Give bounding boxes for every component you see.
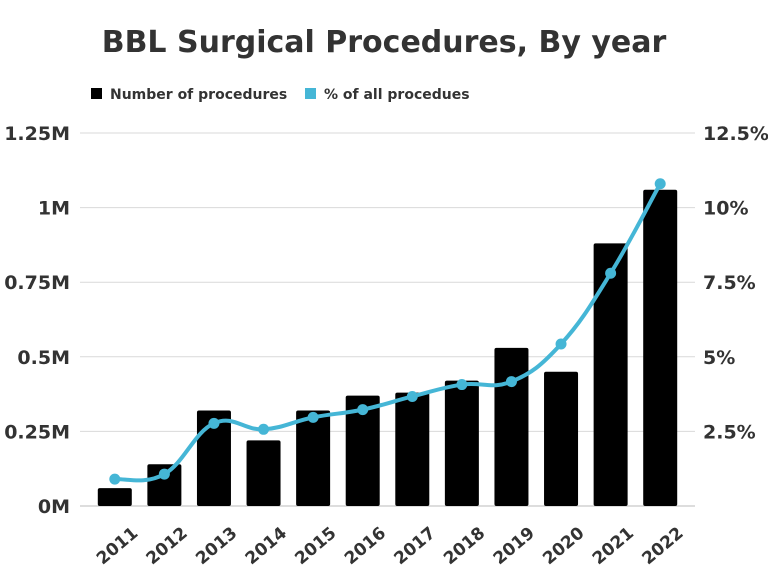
left-tick-label: 0M [38, 496, 70, 518]
legend-label-line: % of all procedues [324, 87, 470, 103]
right-tick-label: 10% [703, 198, 748, 220]
x-tick-label: 2012 [143, 523, 192, 569]
percent-point [208, 417, 220, 429]
legend-label-bars: Number of procedures [110, 87, 287, 103]
percent-line [114, 182, 662, 483]
legend-swatch-line [305, 88, 316, 99]
percent-point [654, 178, 666, 190]
x-tick-label: 2022 [638, 523, 687, 569]
percent-point [505, 376, 517, 388]
left-tick-label: 1M [38, 198, 70, 220]
x-tick-label: 2020 [539, 523, 588, 569]
x-tick-label: 2013 [192, 523, 241, 569]
x-tick-label: 2016 [341, 523, 390, 569]
bar [246, 440, 281, 506]
percent-point [357, 404, 369, 416]
bar [345, 395, 380, 506]
bar [444, 380, 479, 506]
percent-point [158, 468, 170, 480]
legend: Number of procedures % of all procedues [91, 87, 470, 103]
right-tick-label: 7.5% [703, 272, 756, 294]
left-tick-label: 0.5M [17, 347, 70, 369]
percent-point [109, 473, 121, 485]
legend-swatch-bars [91, 88, 102, 99]
bar [296, 410, 331, 506]
bar [97, 488, 132, 506]
left-tick-label: 0.25M [4, 421, 70, 443]
x-tick-label: 2017 [391, 523, 440, 569]
chart-title: BBL Surgical Procedures, By year [102, 25, 667, 60]
x-tick-label: 2014 [242, 523, 291, 569]
bar [544, 371, 579, 506]
percent-point [456, 379, 468, 391]
left-tick-label: 0.75M [4, 272, 70, 294]
x-tick-label: 2018 [440, 523, 489, 569]
bar [395, 392, 430, 506]
x-tick-label: 2015 [291, 523, 340, 569]
right-tick-label: 12.5% [703, 123, 768, 145]
percent-point [605, 267, 617, 279]
percent-point [307, 411, 319, 423]
right-tick-label: 5% [703, 347, 735, 369]
bar [643, 189, 678, 507]
bar [593, 243, 628, 506]
percent-point [258, 423, 270, 435]
bar [147, 464, 182, 506]
percent-point [555, 338, 567, 350]
bar [196, 410, 231, 506]
percent-point [406, 390, 418, 402]
x-tick-label: 2011 [93, 523, 142, 569]
x-tick-label: 2021 [589, 523, 638, 569]
x-tick-label: 2019 [490, 523, 539, 569]
right-tick-label: 2.5% [703, 421, 756, 443]
bar [494, 347, 529, 506]
left-tick-label: 1.25M [4, 123, 70, 145]
